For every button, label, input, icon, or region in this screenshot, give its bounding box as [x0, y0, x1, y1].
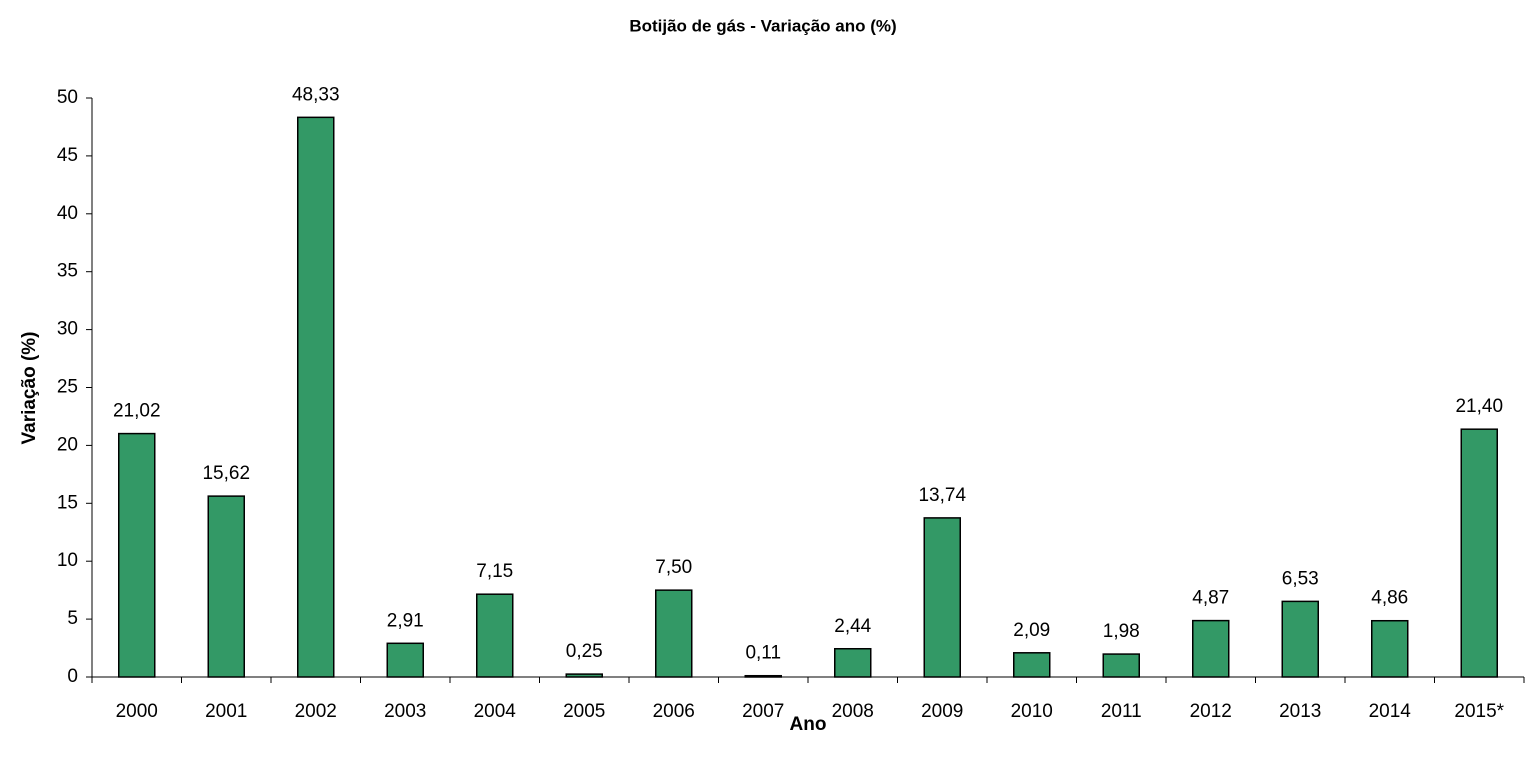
bar [118, 432, 156, 678]
bar [1371, 619, 1409, 678]
value-label: 21,02 [113, 401, 161, 422]
y-tick-label: 10 [57, 550, 78, 571]
y-axis-title: Variação (%) [19, 332, 40, 445]
value-label: 2,91 [387, 610, 424, 631]
value-label: 4,86 [1371, 588, 1408, 609]
x-tick-label: 2002 [295, 701, 337, 722]
bar [476, 593, 514, 678]
bar [565, 673, 603, 678]
x-tick-label: 2004 [474, 701, 517, 722]
x-tick-label: 2007 [742, 701, 784, 722]
bar [1281, 600, 1319, 678]
y-tick-label: 35 [57, 261, 78, 282]
value-label: 2,09 [1013, 620, 1050, 641]
value-label: 15,62 [202, 463, 250, 484]
x-tick-label: 2014 [1369, 701, 1412, 722]
y-tick-label: 15 [57, 492, 78, 513]
bar [1460, 428, 1498, 678]
bar [923, 517, 961, 678]
value-label: 0,25 [566, 641, 603, 662]
bar [207, 495, 245, 678]
x-tick-label: 2011 [1101, 701, 1142, 722]
x-tick-label: 2012 [1190, 701, 1232, 722]
value-label: 7,15 [476, 561, 513, 582]
x-tick-label: 2006 [653, 701, 695, 722]
value-label: 1,98 [1103, 621, 1140, 642]
x-tick-label: 2003 [384, 701, 426, 722]
x-tick-label: 2015* [1454, 701, 1504, 722]
y-tick-label: 20 [57, 434, 78, 455]
value-label: 13,74 [918, 485, 966, 506]
bar [1102, 653, 1140, 678]
y-tick-label: 45 [57, 145, 78, 166]
bar [655, 589, 693, 678]
bar [834, 647, 872, 678]
y-tick-label: 5 [67, 608, 78, 629]
y-tick-label: 50 [57, 87, 78, 108]
value-label: 48,33 [292, 84, 340, 105]
bar [386, 642, 424, 678]
x-tick-label: 2009 [921, 701, 963, 722]
x-tick-label: 2005 [563, 701, 605, 722]
x-tick-label: 2000 [116, 701, 158, 722]
bar [1013, 652, 1051, 678]
value-label: 6,53 [1282, 568, 1319, 589]
x-tick-label: 2008 [832, 701, 874, 722]
value-label: 2,44 [834, 616, 871, 637]
bar [744, 674, 782, 678]
value-label: 0,11 [745, 643, 781, 664]
x-tick-label: 2010 [1011, 701, 1053, 722]
y-tick-label: 40 [57, 203, 78, 224]
y-tick-label: 30 [57, 319, 78, 340]
bar [297, 116, 335, 678]
chart-title: Botijão de gás - Variação ano (%) [629, 16, 896, 35]
y-tick-label: 0 [67, 666, 78, 687]
value-label: 7,50 [655, 557, 692, 578]
x-tick-label: 2013 [1279, 701, 1321, 722]
bar [1192, 619, 1230, 678]
y-tick-label: 25 [57, 377, 78, 398]
x-tick-label: 2001 [205, 701, 247, 722]
value-label: 21,40 [1455, 396, 1503, 417]
x-axis-title: Ano [790, 714, 827, 735]
value-label: 4,87 [1192, 588, 1229, 609]
